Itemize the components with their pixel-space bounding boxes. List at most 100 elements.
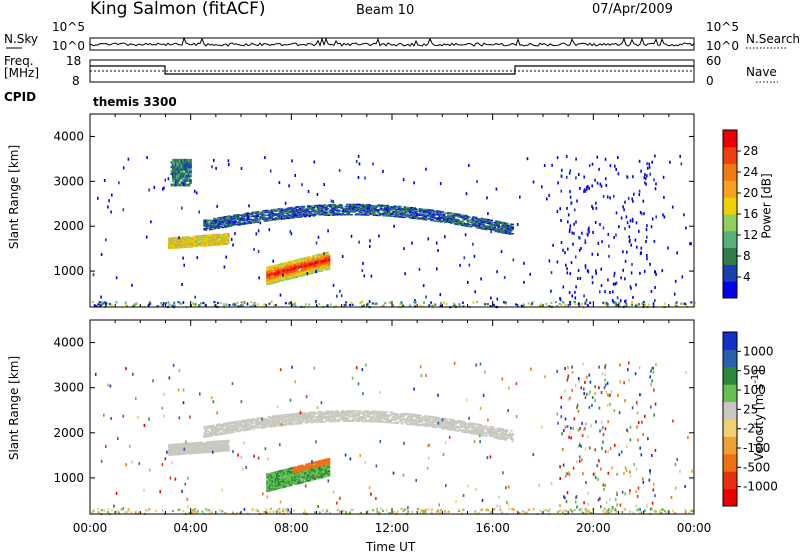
echo-cell [218, 447, 222, 450]
echo-cell [183, 239, 187, 241]
noise-cell [654, 286, 656, 289]
echo-cell [201, 238, 205, 241]
floor-cell [434, 303, 437, 306]
echo-cell [229, 222, 233, 225]
echo-cell [337, 412, 341, 414]
echo-cell [319, 210, 323, 212]
floor-cell [173, 301, 176, 304]
echo-cell [288, 273, 292, 276]
echo-cell [358, 209, 362, 211]
echo-cell [193, 442, 196, 444]
beam-title: Beam 10 [356, 3, 415, 18]
echo-cell [383, 211, 387, 213]
echo-cell [410, 208, 414, 211]
echo-cell [217, 219, 220, 221]
echo-cell [227, 222, 230, 224]
echo-cell [183, 452, 187, 454]
noise-cell [369, 239, 371, 243]
echo-cell [406, 214, 409, 216]
echo-cell [337, 206, 341, 209]
echo-cell [264, 214, 268, 216]
echo-cell [191, 444, 195, 446]
echo-cell [180, 244, 184, 246]
echo-cell [174, 179, 178, 182]
echo-cell [291, 272, 294, 275]
echo-cell [182, 453, 185, 455]
echo-cell [319, 209, 323, 211]
echo-cell [227, 235, 230, 238]
echo-cell [327, 458, 331, 461]
noise-cell [583, 175, 585, 179]
floor-cell [400, 301, 403, 304]
echo-cell [284, 415, 288, 418]
echo-cell [200, 452, 203, 454]
echo-cell [326, 257, 329, 260]
echo-cell [204, 447, 208, 450]
noise-cell [240, 167, 243, 170]
echo-cell [414, 215, 418, 218]
echo-cell [180, 446, 184, 449]
echo-cell [322, 412, 325, 415]
echo-cell [320, 413, 324, 416]
echo-cell [508, 231, 512, 234]
echo-cell [287, 475, 290, 478]
echo-cell [189, 452, 192, 455]
echo-cell [444, 218, 447, 220]
echo-cell [238, 423, 241, 425]
echo-cell [296, 480, 300, 483]
echo-cell [189, 444, 192, 446]
echo-cell [278, 422, 282, 424]
echo-cell [421, 217, 425, 220]
echo-cell [176, 448, 179, 450]
echo-cell [420, 209, 423, 211]
echo-cell [179, 238, 182, 240]
echo-cell [179, 450, 182, 453]
echo-cell [388, 209, 391, 212]
echo-cell [266, 268, 269, 271]
noise-cell [234, 232, 236, 236]
echo-cell [273, 209, 276, 212]
echo-cell [177, 242, 181, 244]
echo-cell [362, 415, 366, 417]
echo-cell [309, 471, 313, 474]
echo-cell [176, 246, 179, 248]
echo-cell [214, 223, 218, 225]
freq-unit-label: [MHz] [4, 66, 40, 80]
echo-cell [270, 479, 273, 482]
echo-cell [238, 425, 241, 428]
echo-cell [276, 475, 279, 478]
echo-cell [360, 211, 363, 213]
echo-cell [234, 423, 237, 426]
echo-cell [259, 211, 262, 214]
echo-cell [191, 451, 195, 454]
echo-cell [201, 245, 205, 247]
noise-cell [363, 274, 366, 278]
echo-cell [301, 476, 304, 479]
echo-cell [360, 214, 363, 216]
echo-cell [236, 221, 240, 223]
echo-cell [468, 223, 471, 226]
echo-cell [274, 276, 278, 279]
echo-cell [348, 210, 352, 212]
echo-cell [227, 448, 230, 450]
echo-cell [301, 257, 304, 260]
echo-cell [232, 429, 236, 432]
echo-cell [262, 216, 265, 219]
echo-cell [227, 215, 230, 217]
echo-cell [266, 275, 269, 278]
echo-cell [322, 459, 325, 462]
echo-cell [228, 215, 232, 217]
echo-cell [496, 223, 499, 225]
echo-cell [372, 206, 376, 208]
echo-cell [208, 426, 212, 428]
echo-cell [257, 219, 261, 221]
echo-cell [414, 209, 418, 211]
echo-cell [294, 469, 297, 472]
noise-cell [198, 210, 200, 214]
echo-cell [308, 256, 311, 259]
noise-cell [216, 204, 218, 208]
echo-cell [196, 244, 199, 247]
freq-tick-high: 18 [66, 54, 82, 68]
echo-cell [316, 477, 320, 480]
echo-cell [204, 225, 208, 228]
